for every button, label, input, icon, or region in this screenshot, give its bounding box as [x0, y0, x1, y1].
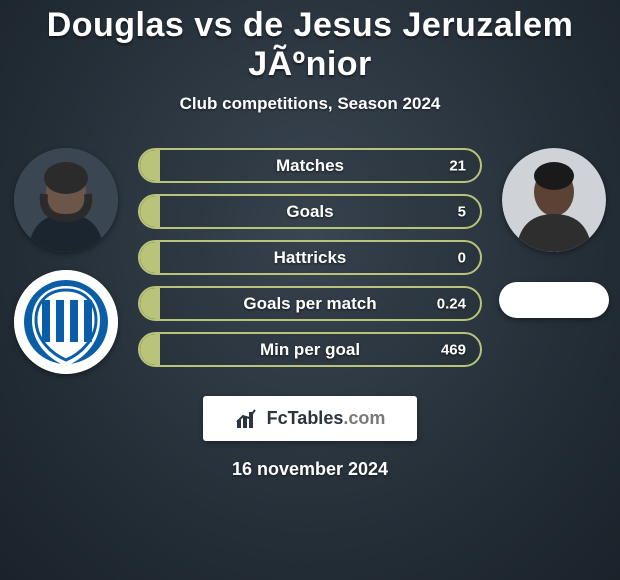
left-player-column — [6, 148, 126, 374]
stat-fill — [140, 288, 160, 319]
snapshot-date: 16 november 2024 — [0, 459, 620, 480]
left-player-photo — [14, 148, 118, 252]
stat-value: 5 — [458, 203, 466, 220]
player-silhouette-icon — [502, 148, 606, 252]
stat-fill — [140, 196, 160, 227]
club-crest-icon — [14, 270, 118, 374]
stat-value: 21 — [449, 157, 466, 174]
page-subtitle: Club competitions, Season 2024 — [0, 94, 620, 114]
bar-chart-icon — [235, 408, 261, 430]
branding-box: FcTables.com — [203, 396, 417, 441]
player-silhouette-icon — [14, 148, 118, 252]
stat-label: Goals per match — [243, 294, 376, 314]
stat-row-mpg: Min per goal 469 — [138, 332, 482, 367]
left-club-logo — [14, 270, 118, 374]
stat-label: Matches — [276, 156, 344, 176]
comparison-content: Matches 21 Goals 5 Hattricks 0 Goals per… — [0, 148, 620, 374]
brand-main: FcTables — [267, 408, 344, 428]
stat-fill — [140, 150, 160, 181]
stat-label: Min per goal — [260, 340, 360, 360]
stat-row-goals: Goals 5 — [138, 194, 482, 229]
page-title: Douglas vs de Jesus Jeruzalem JÃºnior — [0, 6, 620, 84]
stat-fill — [140, 242, 160, 273]
right-player-photo — [502, 148, 606, 252]
stat-row-gpm: Goals per match 0.24 — [138, 286, 482, 321]
stat-value: 469 — [441, 341, 466, 358]
right-club-placeholder — [499, 282, 609, 318]
stat-value: 0 — [458, 249, 466, 266]
stats-column: Matches 21 Goals 5 Hattricks 0 Goals per… — [138, 148, 482, 367]
stat-row-hattricks: Hattricks 0 — [138, 240, 482, 275]
stat-label: Hattricks — [274, 248, 347, 268]
brand-name: FcTables.com — [267, 408, 386, 429]
stat-fill — [140, 334, 160, 365]
right-player-column — [494, 148, 614, 318]
brand-suffix: .com — [343, 408, 385, 428]
stat-label: Goals — [286, 202, 333, 222]
stat-value: 0.24 — [437, 295, 466, 312]
stat-row-matches: Matches 21 — [138, 148, 482, 183]
